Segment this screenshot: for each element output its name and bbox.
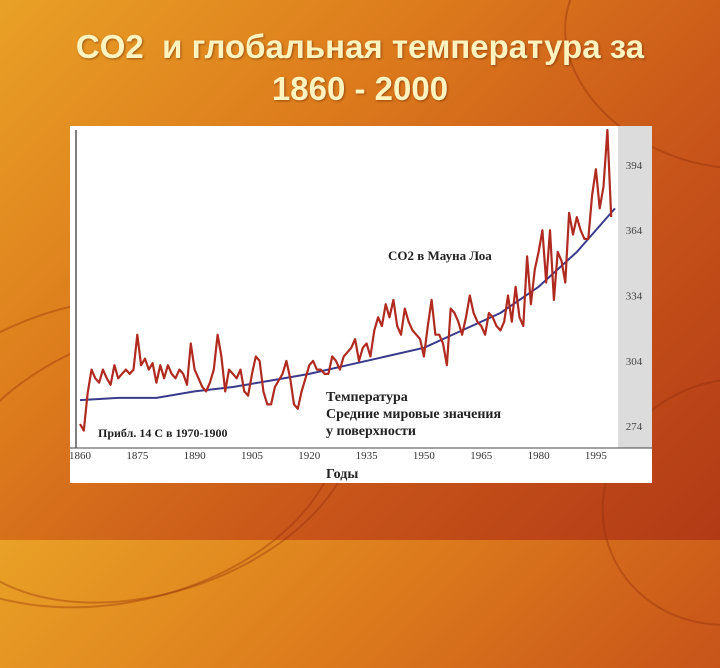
- series-lines: [79, 128, 616, 432]
- x-tick-label: 1920: [298, 450, 321, 462]
- x-tick-label: 1980: [528, 450, 551, 462]
- right-axis-band: [618, 126, 652, 448]
- temperature-annotation-line-2: Средние мировые значения: [326, 407, 501, 422]
- y-tick-label: 394: [626, 160, 643, 172]
- temperature-series-line: [79, 128, 613, 432]
- x-tick-label: 1875: [126, 450, 149, 462]
- temperature-annotation-line-1: Температура: [326, 390, 408, 405]
- slide-title-line-2: 1860 - 2000: [271, 70, 449, 107]
- x-tick-label: 1995: [585, 450, 608, 462]
- y-tick-label: 364: [626, 225, 643, 237]
- x-tick-label: 1935: [356, 450, 379, 462]
- slide-title: CO2 и глобальная температура за 1860 - 2…: [0, 26, 720, 110]
- x-tick-labels: 1860 1875 1890 1905 1920 1935 1950 1965 1980 1995: [69, 450, 608, 462]
- y-tick-label: 274: [626, 421, 643, 433]
- x-tick-label: 1890: [184, 450, 207, 462]
- x-tick-label: 1905: [241, 450, 264, 462]
- co2-series-line: [79, 207, 616, 402]
- y-right-tick-labels: 274 304 334 364 394: [626, 160, 643, 433]
- baseline-note: Прибл. 14 С в 1970-1900: [98, 426, 228, 440]
- co2-annotation: CO2 в Мауна Лоа: [388, 248, 492, 263]
- chart-panel: 1860 1875 1890 1905 1920 1935 1950 1965 1980 1995…: [69, 126, 652, 483]
- slide-title-line-1: CO2 и глобальная температура за: [75, 28, 645, 65]
- x-tick-label: 1965: [470, 450, 493, 462]
- x-tick-label: 1860: [70, 450, 92, 462]
- co2-temperature-chart: 1860 1875 1890 1905 1920 1935 1950 1965 1980 1995…: [69, 126, 652, 482]
- x-axis-label: Годы: [326, 467, 358, 482]
- temperature-annotation-line-3: у поверхности: [326, 424, 416, 439]
- y-tick-label: 334: [626, 291, 643, 303]
- x-tick-label: 1950: [413, 450, 436, 462]
- y-tick-label: 304: [626, 356, 643, 368]
